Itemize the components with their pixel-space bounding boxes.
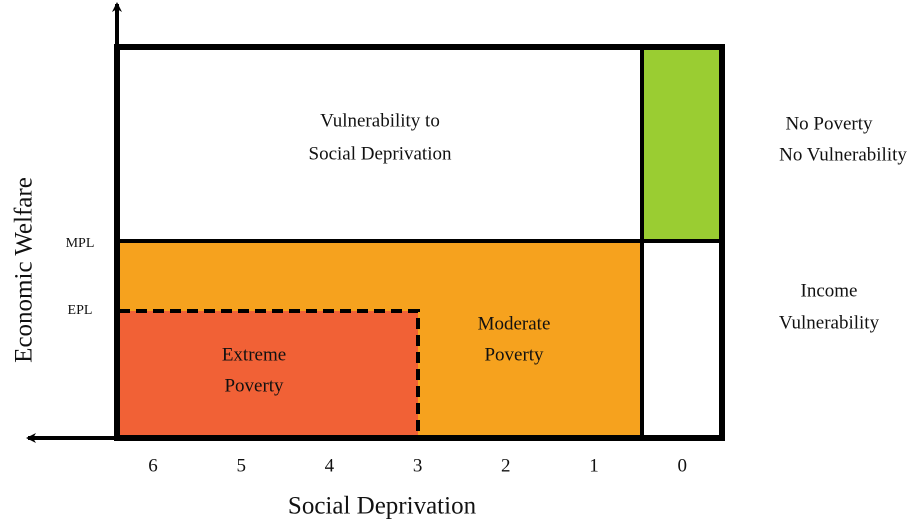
region-label: Income <box>801 280 858 301</box>
x-tick-label: 4 <box>325 455 335 476</box>
region-label: No Poverty <box>785 113 873 134</box>
region-label: No Vulnerability <box>779 144 907 165</box>
y-line-label: MPL <box>66 236 95 251</box>
x-tick-label: 0 <box>677 455 687 476</box>
x-axis-label: Social Deprivation <box>288 493 477 520</box>
epl-boundary <box>119 309 420 438</box>
region-label: Vulnerability to <box>320 110 440 131</box>
x-tick-label: 3 <box>413 455 423 476</box>
region-label: Vulnerability <box>779 312 880 333</box>
regions <box>114 44 725 441</box>
y-axis-label: Economic Welfare <box>11 177 38 363</box>
x-tick-label: 6 <box>148 455 158 476</box>
y-line-label: EPL <box>68 303 93 318</box>
region-label: Poverty <box>484 344 544 365</box>
no-poverty-region <box>642 47 722 241</box>
x-tick-label: 1 <box>589 455 599 476</box>
region-label: Social Deprivation <box>309 143 452 164</box>
region-label: Moderate <box>478 313 551 334</box>
region-label: Extreme <box>222 344 286 365</box>
region-label: Poverty <box>224 375 284 396</box>
vulnerability-region <box>117 47 642 241</box>
extreme-poverty-region <box>117 311 418 438</box>
x-tick-label: 2 <box>501 455 511 476</box>
x-tick-label: 5 <box>236 455 246 476</box>
x-ticks: 6 5 4 3 2 1 0 <box>148 455 687 476</box>
